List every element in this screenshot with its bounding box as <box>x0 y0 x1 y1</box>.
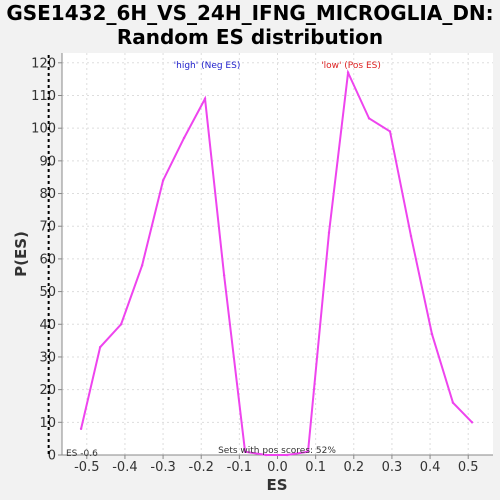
annotation-pos-scores: Sets with pos scores: 52% <box>218 446 336 456</box>
x-axis-label: ES <box>266 476 287 494</box>
x-tick-label: 0.1 <box>305 460 326 475</box>
data-point <box>79 427 83 431</box>
y-tick-label: 20 <box>39 383 56 398</box>
data-point <box>285 453 289 457</box>
series-points <box>79 71 474 457</box>
data-point <box>470 421 474 424</box>
y-axis-label: P(ES) <box>12 231 30 277</box>
x-tick-label: 0.3 <box>382 460 403 475</box>
data-point <box>327 231 331 234</box>
x-tick-label: 0.4 <box>420 460 441 475</box>
data-point <box>264 453 268 457</box>
data-point <box>430 332 434 336</box>
data-point <box>182 136 186 140</box>
data-point <box>346 71 350 74</box>
y-tick-label: 90 <box>39 154 56 169</box>
y-tick-label: 0 <box>48 449 56 464</box>
data-point <box>140 264 144 267</box>
data-point <box>119 323 123 326</box>
y-tick-label: 50 <box>39 285 56 300</box>
data-point <box>306 450 310 453</box>
x-tick-label: -0.4 <box>112 460 137 475</box>
series-line <box>80 68 473 456</box>
x-tick-label: -0.5 <box>74 460 99 475</box>
annotation-high: 'high' (Neg ES) <box>174 61 241 71</box>
chart-title-line1: GSE1432_6H_VS_24H_IFNG_MICROGLIA_DN: <box>6 1 494 25</box>
x-axis: -0.5 -0.4 -0.3 -0.2 -0.1 0.0 0.1 0.2 0.3 0.4 0.5 <box>74 455 479 475</box>
y-tick-label: 100 <box>31 122 56 137</box>
data-point <box>409 234 413 238</box>
x-tick-label: -0.3 <box>150 460 175 475</box>
data-point <box>203 97 207 100</box>
x-tick-label: 0.5 <box>458 460 479 475</box>
data-point <box>161 179 165 182</box>
data-point <box>243 450 247 453</box>
data-point <box>451 401 455 404</box>
observed-es-label: ES -0.6 <box>66 449 98 459</box>
x-tick-label: 0.0 <box>267 460 288 475</box>
data-point <box>98 345 102 349</box>
data-point <box>388 130 392 133</box>
annotation-low: 'low' (Pos ES) <box>321 61 381 71</box>
y-axis: 0102030405060708090100110120 <box>31 56 62 464</box>
y-tick-label: 120 <box>31 56 56 71</box>
x-tick-label: -0.1 <box>227 460 252 475</box>
y-tick-label: 110 <box>31 89 56 104</box>
data-point <box>222 274 226 277</box>
chart-title-line2: Random ES distribution <box>116 25 384 49</box>
data-point <box>367 117 371 120</box>
y-tick-label: 70 <box>39 220 56 235</box>
x-tick-label: 0.2 <box>343 460 364 475</box>
x-tick-label: -0.2 <box>189 460 214 475</box>
